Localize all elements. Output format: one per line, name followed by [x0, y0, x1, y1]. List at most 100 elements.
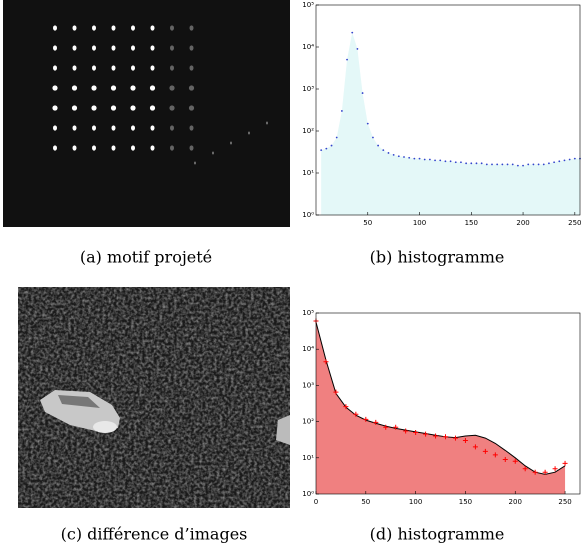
- y-tick-label: 10²: [302, 127, 314, 135]
- light-spot: [72, 85, 77, 90]
- data-point: [320, 149, 322, 151]
- light-spot: [111, 85, 116, 90]
- light-spot: [92, 125, 96, 130]
- data-point: [408, 157, 410, 159]
- light-spot: [73, 125, 77, 130]
- light-spot: [92, 65, 96, 70]
- light-spot: [169, 105, 174, 110]
- caption: (a) motif projeté: [80, 248, 212, 267]
- light-spot: [112, 125, 116, 130]
- light-spot: [131, 125, 135, 130]
- light-spot: [248, 132, 250, 135]
- light-spot: [73, 25, 77, 30]
- data-point: [398, 155, 400, 157]
- data-point: [538, 164, 540, 166]
- x-tick-label: 100: [413, 219, 426, 227]
- light-spot: [92, 45, 96, 50]
- light-spot: [92, 25, 96, 30]
- data-point: [522, 165, 524, 167]
- figure: (a) motif projeté (b) histogramme (c) di…: [0, 0, 582, 547]
- light-spot: [131, 45, 135, 50]
- light-spot: [112, 65, 116, 70]
- light-spot: [91, 85, 96, 90]
- x-tick-label: 150: [459, 498, 472, 506]
- data-point: [527, 164, 529, 166]
- light-spot: [150, 85, 155, 90]
- y-tick-label: 10⁴: [302, 43, 314, 51]
- data-point: [476, 162, 478, 164]
- x-tick-label: 250: [568, 219, 581, 227]
- data-point: [346, 59, 348, 61]
- y-tick-label: 10⁰: [302, 490, 314, 498]
- data-point: [517, 165, 519, 167]
- light-spot: [170, 145, 174, 150]
- data-point: [470, 162, 472, 164]
- chart: 10⁰10¹10²10³10⁴10⁵050100150200250: [302, 309, 580, 506]
- light-spot: [189, 85, 194, 90]
- caption: (c) différence d’images: [61, 525, 248, 544]
- caption: (b) histogramme: [370, 248, 505, 267]
- caption: (d) histogramme: [370, 525, 505, 544]
- data-point: [507, 164, 509, 166]
- y-tick-label: 10⁴: [302, 345, 314, 353]
- data-point: [548, 162, 550, 164]
- x-tick-label: 200: [509, 498, 522, 506]
- light-spot: [190, 65, 194, 70]
- light-spot: [151, 125, 155, 130]
- data-point: [455, 161, 457, 163]
- data-point: [445, 160, 447, 162]
- light-spot: [151, 25, 155, 30]
- data-point: [403, 156, 405, 158]
- page: {"captions": ["(a) motif projeté", "(b) …: [0, 0, 582, 551]
- data-point: [486, 164, 488, 166]
- data-point: [434, 159, 436, 161]
- data-point: [501, 164, 503, 166]
- projected-pattern-image: [3, 0, 290, 227]
- light-spot: [130, 105, 135, 110]
- light-spot: [170, 25, 174, 30]
- light-spot: [194, 162, 196, 165]
- data-point: [419, 158, 421, 160]
- light-spot: [92, 145, 96, 150]
- light-spot: [131, 25, 135, 30]
- light-spot: [230, 142, 232, 145]
- data-point: [564, 159, 566, 161]
- y-tick-label: 10⁵: [302, 309, 314, 317]
- light-spot: [131, 145, 135, 150]
- light-spot: [170, 125, 174, 130]
- light-spot: [53, 145, 57, 150]
- light-spot: [266, 122, 268, 125]
- light-spot: [151, 145, 155, 150]
- data-point: [496, 164, 498, 166]
- light-spot: [190, 145, 194, 150]
- light-spot: [151, 65, 155, 70]
- data-point: [341, 110, 343, 112]
- data-point: [382, 149, 384, 151]
- data-point: [569, 159, 571, 161]
- data-point: [362, 92, 364, 94]
- x-tick-label: 150: [465, 219, 478, 227]
- y-tick-label: 10⁵: [302, 1, 314, 9]
- data-point: [429, 159, 431, 161]
- light-spot: [189, 105, 194, 110]
- light-spot: [53, 125, 57, 130]
- light-spot: [130, 85, 135, 90]
- data-point: [351, 32, 353, 34]
- x-tick-label: 100: [409, 498, 422, 506]
- data-point: [388, 152, 390, 154]
- data-point: [331, 145, 333, 147]
- light-spot: [170, 45, 174, 50]
- data-point: [491, 164, 493, 166]
- data-point: [450, 160, 452, 162]
- x-tick-label: 0: [314, 498, 318, 506]
- data-point: [367, 123, 369, 125]
- data-point: [377, 145, 379, 147]
- data-point: [465, 162, 467, 164]
- data-point: [325, 148, 327, 150]
- light-spot: [131, 65, 135, 70]
- data-point: [460, 161, 462, 163]
- light-spot: [52, 105, 57, 110]
- light-spot: [151, 45, 155, 50]
- data-point: [543, 164, 545, 166]
- light-spot: [170, 65, 174, 70]
